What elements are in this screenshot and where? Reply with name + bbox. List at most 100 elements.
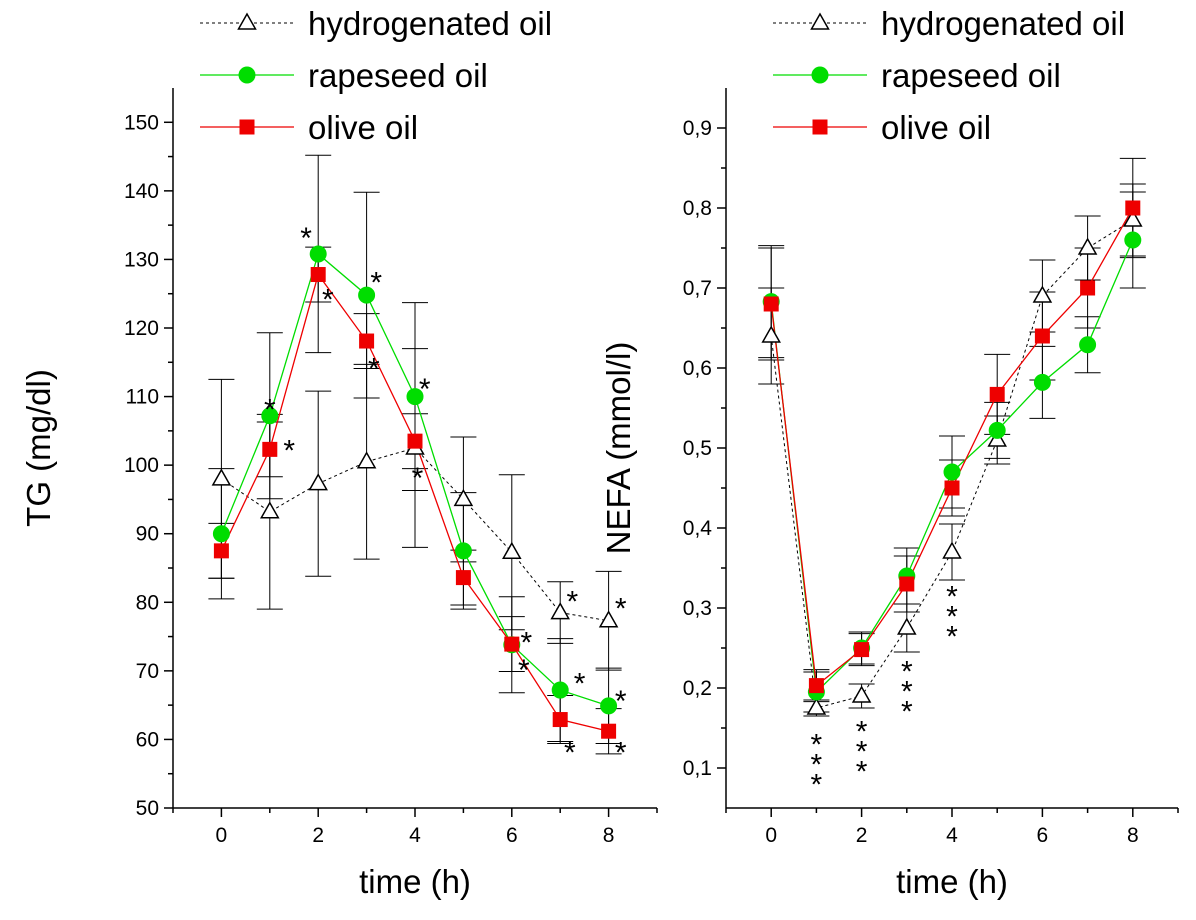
data-point (1123, 209, 1143, 227)
x-tick-label: 2 (856, 824, 868, 847)
legend-label: hydrogenated oil (308, 5, 552, 42)
significance-star: * (419, 373, 431, 406)
y-tick-label: 0,2 (683, 677, 712, 700)
significance-star: * (564, 736, 576, 769)
data-point (988, 421, 1006, 439)
significance-star: * (566, 585, 578, 618)
significance-star: * (574, 668, 586, 701)
significance-star: * (946, 580, 958, 613)
legend-marker (238, 66, 256, 84)
significance-star: * (520, 627, 532, 660)
y-tick-label: 110 (126, 386, 159, 409)
legend-marker (237, 12, 257, 30)
significance-star: * (856, 736, 868, 769)
x-tick-label: 8 (603, 824, 615, 847)
data-point (806, 697, 827, 715)
data-point (502, 541, 522, 559)
y-tick-label: 0,5 (683, 437, 712, 460)
significance-star: * (946, 620, 958, 653)
significance-star: * (518, 654, 530, 687)
data-point (356, 451, 377, 469)
data-point (944, 480, 960, 496)
significance-star: * (283, 435, 295, 468)
x-tick-label: 0 (216, 824, 228, 847)
y-tick-label: 80 (136, 591, 159, 614)
legend: hydrogenated oil rapeseed oil olive oil (773, 5, 1125, 146)
data-point (942, 541, 962, 559)
significance-star: * (322, 284, 334, 317)
data-point (407, 433, 423, 449)
y-tick-label: 0,6 (683, 357, 712, 380)
y-axis-label: NEFA (mmol/l) (600, 342, 637, 555)
data-point (213, 543, 229, 559)
data-point (851, 685, 872, 703)
data-point (598, 610, 619, 628)
x-tick-label: 4 (409, 824, 421, 847)
x-tick-label: 0 (765, 824, 777, 847)
y-tick-label: 90 (136, 523, 159, 546)
legend-label: rapeseed oil (881, 57, 1061, 94)
data-point (1034, 328, 1050, 344)
data-point (212, 525, 230, 543)
significance-star: * (901, 676, 913, 709)
y-tick-label: 150 (124, 111, 159, 134)
chart-panel-1: 0 2 4 6 8 50 60 70 80 90 100 110 120 130 140 150 time (h… (20, 5, 658, 900)
y-tick-label: 0,8 (683, 197, 712, 220)
significance-star: * (264, 393, 276, 426)
data-point (989, 386, 1005, 402)
x-tick-label: 4 (946, 824, 958, 847)
data-point (1033, 373, 1051, 391)
data-point (310, 267, 326, 283)
y-tick-label: 0,1 (683, 757, 712, 780)
legend-marker (812, 119, 828, 135)
data-point (454, 542, 472, 560)
data-point (552, 712, 568, 728)
legend-marker (239, 119, 255, 135)
significance-star: * (811, 748, 823, 781)
significance-star: * (300, 222, 312, 255)
significance-star: * (811, 728, 823, 761)
chart-panel-2: 0 2 4 6 8 0,1 0,2 0,3 0,4 0,5 0,6 0,7 0,8 0,9 time (h)… (600, 5, 1179, 900)
significance-star: * (615, 592, 627, 625)
data-point (854, 642, 870, 658)
y-tick-label: 140 (124, 180, 159, 203)
data-point (1080, 280, 1096, 296)
data-point (551, 681, 569, 699)
legend-label: rapeseed oil (308, 57, 488, 94)
data-point (899, 576, 915, 592)
y-tick-label: 70 (136, 660, 159, 683)
significance-star: * (856, 756, 868, 789)
data-point (600, 697, 618, 715)
x-tick-label: 6 (1037, 824, 1049, 847)
data-point (261, 407, 279, 425)
data-point (455, 570, 471, 586)
data-point (761, 325, 781, 343)
data-point (309, 245, 327, 263)
data-point (453, 488, 474, 507)
data-point (1077, 237, 1098, 255)
legend-marker (810, 12, 830, 30)
series-line-1 (770, 219, 1134, 709)
data-point (550, 602, 570, 620)
significance-star: * (811, 768, 823, 801)
data-point (897, 617, 917, 635)
significance-star: * (901, 656, 913, 689)
legend: hydrogenated oil rapeseed oil olive oil (200, 5, 552, 146)
significance-star: * (368, 352, 380, 385)
legend-label: olive oil (881, 109, 991, 146)
data-point (601, 723, 617, 739)
y-tick-label: 50 (136, 797, 159, 820)
x-axis-label: time (h) (359, 863, 471, 900)
x-tick-label: 6 (506, 824, 518, 847)
data-point (358, 286, 376, 304)
data-point (808, 678, 824, 694)
y-axis-label: TG (mg/dl) (20, 369, 57, 527)
y-tick-label: 0,7 (683, 277, 712, 300)
data-point (262, 441, 278, 457)
y-tick-label: 100 (124, 454, 159, 477)
data-point (1125, 200, 1141, 216)
x-tick-label: 8 (1127, 824, 1139, 847)
y-tick-label: 130 (124, 248, 159, 271)
significance-star: * (412, 462, 424, 495)
